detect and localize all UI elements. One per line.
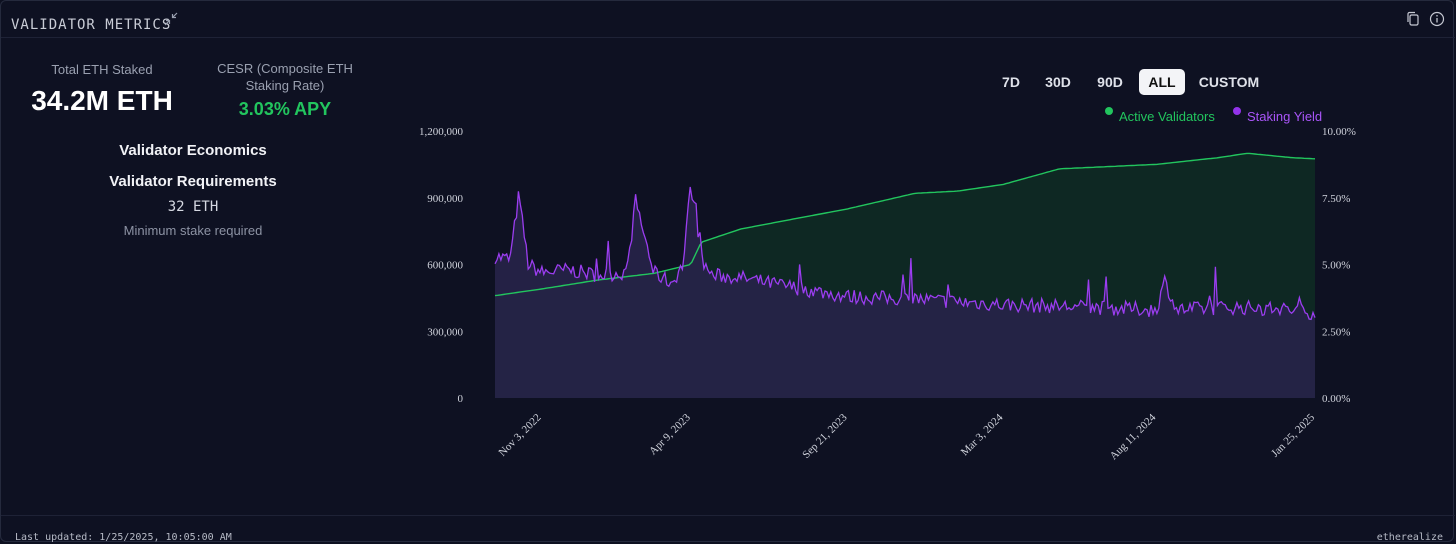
yield-area xyxy=(495,187,1315,398)
cesr-label-line-2: Staking Rate) xyxy=(245,78,325,93)
legend-active-validators[interactable]: Active Validators xyxy=(1105,107,1215,124)
last-updated: Last updated: 1/25/2025, 10:05:00 AM xyxy=(15,532,232,543)
total-staked-value: 34.2M ETH xyxy=(31,85,173,116)
min-stake-note: Minimum stake required xyxy=(123,223,263,238)
min-stake-value: 32 ETH xyxy=(167,199,219,215)
panel-footer: Last updated: 1/25/2025, 10:05:00 AM eth… xyxy=(1,515,1455,544)
range-button-30d[interactable]: 30D xyxy=(1045,74,1071,90)
validators-line xyxy=(494,152,1316,297)
x-tick-label: Jan 25, 2025 xyxy=(1269,411,1317,459)
validator-economics-title: Validator Economics xyxy=(119,142,267,159)
y-left-tick-label: 0 xyxy=(458,393,464,405)
info-icon[interactable] xyxy=(1429,11,1445,27)
range-button-custom[interactable]: CUSTOM xyxy=(1198,74,1260,90)
panel-title: VALIDATOR METRICS xyxy=(11,17,172,33)
legend-label-yield: Staking Yield xyxy=(1247,109,1323,124)
total-staked-label: Total ETH Staked xyxy=(51,62,153,77)
legend-staking-yield[interactable]: Staking Yield xyxy=(1233,107,1323,124)
collapse-icon[interactable] xyxy=(164,12,178,26)
x-tick-label: Nov 3, 2022 xyxy=(497,412,544,459)
y-left-tick-label: 1,200,000 xyxy=(419,126,464,138)
y-right-tick-label: 10.00% xyxy=(1322,126,1356,138)
brand-label: etherealize xyxy=(1376,532,1443,543)
range-button-7d[interactable]: 7D xyxy=(1002,74,1020,90)
cesr-label: CESR (Composite ETH Staking Rate) xyxy=(201,60,369,94)
x-tick-label: Mar 3, 2024 xyxy=(959,411,1006,458)
legend-label-validators: Active Validators xyxy=(1119,109,1215,124)
validator-chart: 0 300,000 600,000 900,000 1,200,000 0.00% 2.50… xyxy=(419,126,1356,462)
y-left-tick-label: 900,000 xyxy=(427,193,463,205)
y-right-tick-label: 7.50% xyxy=(1322,193,1350,205)
y-right-tick-label: 0.00% xyxy=(1322,393,1350,405)
x-tick-label: Apr 9, 2023 xyxy=(647,411,693,457)
legend-dot-yield xyxy=(1233,107,1241,115)
y-right-tick-label: 2.50% xyxy=(1322,326,1350,338)
x-tick-label: Sep 21, 2023 xyxy=(800,411,850,461)
range-button-all[interactable]: ALL xyxy=(1139,69,1185,95)
panel-header: VALIDATOR METRICS xyxy=(1,1,1455,38)
range-button-90d[interactable]: 90D xyxy=(1097,74,1123,90)
y-left-tick-label: 300,000 xyxy=(427,326,463,338)
legend-dot-validators xyxy=(1105,107,1113,115)
validator-requirements-title: Validator Requirements xyxy=(109,173,277,190)
y-left-tick-label: 600,000 xyxy=(427,260,463,272)
yield-area-tint xyxy=(495,187,1315,398)
cesr-value: 3.03% APY xyxy=(238,99,332,119)
y-right-tick-label: 5.00% xyxy=(1322,260,1350,272)
cesr-label-line-1: CESR (Composite ETH xyxy=(217,61,353,76)
copy-icon[interactable] xyxy=(1405,11,1421,27)
yield-line xyxy=(494,186,1316,321)
x-tick-label: Aug 11, 2024 xyxy=(1108,411,1159,462)
